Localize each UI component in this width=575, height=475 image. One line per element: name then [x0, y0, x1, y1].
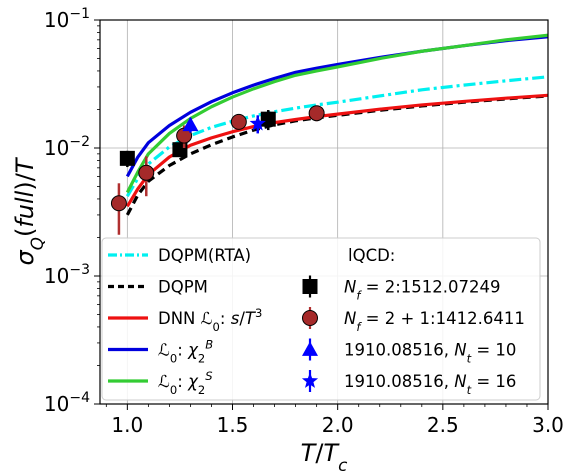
legend-label: 1910.08516, Nt = 10 [344, 341, 516, 366]
x-tick-label: 1.0 [111, 413, 143, 437]
legend-entry: ℒ0: χ2B [108, 338, 213, 366]
data-point [260, 110, 276, 131]
y-tick-label: 10−3 [44, 262, 90, 288]
legend-entry: Nf = 2:1512.07249 [302, 275, 501, 303]
marker-star [249, 115, 266, 131]
legend-entry: DQPM(RTA) [108, 246, 251, 265]
data-point [182, 116, 199, 133]
axes: 1.0 1.5 2.0 2.5 3.0 10−4 10−3 10−2 10−1 T/Tc σQ(fu… [11, 6, 564, 475]
legend-box [101, 237, 541, 401]
legend-label: ℒ0: χ2B [158, 338, 213, 366]
legend-entry: 1910.08516, Nt = 10 [302, 338, 516, 366]
marker-circle [110, 195, 127, 212]
legend-entry: 1910.08516, Nt = 16 [301, 370, 516, 397]
legend-entry: ℒ0: χ2S [108, 369, 213, 397]
legend-entry: DNN ℒ0: s/T3 [108, 306, 262, 334]
legend-label: ℒ0: χ2S [158, 369, 213, 397]
legend-label: DNN ℒ0: s/T3 [158, 306, 262, 334]
legend-entry: Nf = 2 + 1:1412.6411 [302, 307, 525, 334]
x-axis-label: T/Tc [301, 439, 348, 475]
marker-circle [138, 164, 155, 181]
legend-marker [302, 341, 318, 356]
legend-label: DQPM [158, 278, 208, 297]
data-point [119, 150, 135, 168]
y-tick-label: 10−1 [44, 6, 90, 32]
data-point [230, 113, 247, 130]
x-tick-label: 2.5 [427, 413, 459, 437]
legend-label: 1910.08516, Nt = 16 [344, 372, 516, 397]
data-point [138, 156, 155, 197]
x-tick-label: 1.5 [217, 413, 249, 437]
x-tick-label: 2.0 [322, 413, 354, 437]
legend-marker [302, 279, 318, 294]
legend-label: Nf = 2 + 1:1412.6411 [344, 309, 525, 334]
plot-frame [99, 19, 549, 405]
data-point [308, 105, 325, 122]
y-tick-label: 10−4 [44, 390, 90, 416]
marker-square [260, 111, 276, 127]
x-tick-label: 3.0 [532, 413, 564, 437]
data-point [249, 115, 266, 134]
legend-marker [302, 310, 318, 326]
y-tick-label: 10−2 [44, 134, 90, 160]
marker-circle [308, 105, 325, 122]
marker-square [119, 150, 135, 166]
legend: DQPM(RTA) DQPM DNN ℒ0: s/T3 ℒ0: χ2B ℒ0: χ2S l… [101, 237, 541, 401]
legend-marker [301, 372, 319, 388]
data-points [110, 105, 325, 235]
marker-triangle [182, 116, 199, 132]
series-line [125, 33, 548, 194]
legend-label: Nf = 2:1512.07249 [344, 278, 501, 303]
legend-label: DQPM(RTA) [158, 246, 251, 265]
legend-header: lQCD: [348, 246, 395, 265]
legend-entry: DQPM [108, 278, 208, 297]
data-point [110, 183, 127, 235]
marker-circle [230, 113, 247, 130]
y-axis-label: σQ(full)/T [11, 156, 47, 265]
